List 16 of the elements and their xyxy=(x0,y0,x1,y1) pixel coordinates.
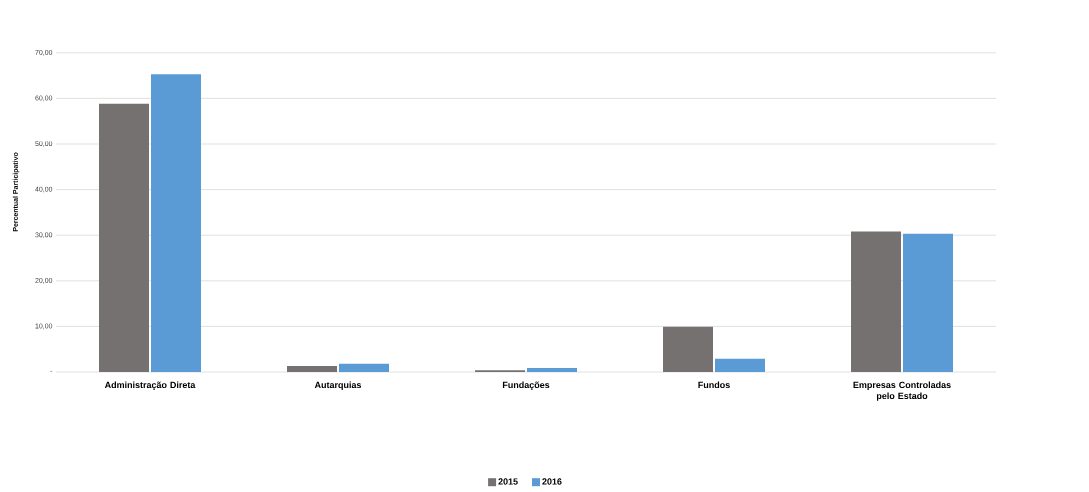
bar xyxy=(715,358,765,372)
bar xyxy=(339,363,389,372)
legend-label: 2016 xyxy=(542,478,562,485)
x-tick-label: Empresas Controladas pelo Estado xyxy=(853,381,951,401)
bar xyxy=(99,103,149,372)
x-tick-label: Fundações xyxy=(502,381,550,390)
bar xyxy=(663,326,714,372)
bar xyxy=(287,366,338,372)
bar xyxy=(851,231,902,372)
bar xyxy=(903,233,953,372)
x-tick-label: Administração Direta xyxy=(104,381,196,390)
x-tick-label: Autarquias xyxy=(314,381,362,390)
legend-label: 2015 xyxy=(498,478,518,485)
bar xyxy=(151,74,201,372)
x-tick-label: Fundos xyxy=(698,381,730,389)
bar xyxy=(527,367,577,372)
